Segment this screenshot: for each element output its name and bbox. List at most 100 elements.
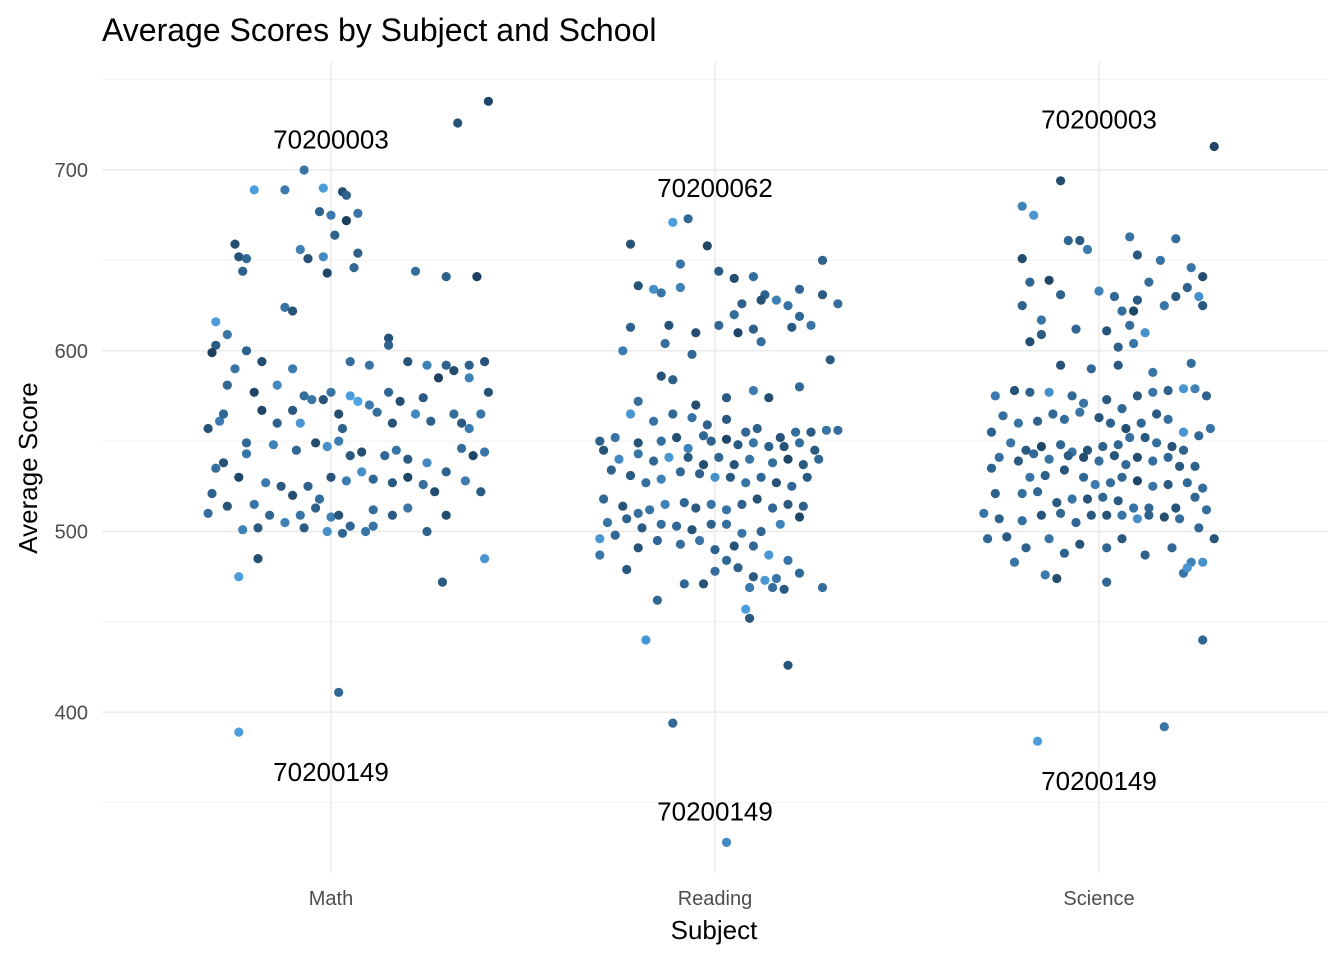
- data-point: [1025, 387, 1035, 397]
- y-axis-title: Average Score: [13, 382, 43, 554]
- data-point: [345, 357, 355, 367]
- data-point: [1006, 438, 1016, 448]
- data-point: [1079, 452, 1089, 462]
- data-point: [1163, 385, 1173, 396]
- data-point: [1036, 510, 1046, 520]
- x-axis-title: Subject: [671, 915, 758, 945]
- data-point: [998, 411, 1008, 421]
- data-point: [752, 494, 762, 504]
- data-point: [721, 519, 732, 529]
- data-point: [1182, 563, 1192, 573]
- data-point: [656, 519, 666, 529]
- data-point: [745, 613, 755, 623]
- data-point: [422, 360, 432, 370]
- data-point: [410, 409, 421, 419]
- data-point: [1079, 398, 1089, 408]
- data-point: [322, 526, 332, 537]
- data-point: [768, 458, 778, 468]
- data-point: [691, 328, 701, 338]
- data-point: [656, 474, 666, 484]
- data-point: [1013, 456, 1024, 466]
- y-tick-label: 700: [55, 160, 88, 182]
- data-point: [291, 445, 301, 455]
- data-point: [721, 505, 732, 515]
- data-point: [1113, 440, 1123, 450]
- data-point: [483, 387, 493, 397]
- data-points: [203, 96, 1219, 848]
- data-point: [1056, 508, 1066, 518]
- data-point: [721, 414, 732, 424]
- data-point: [403, 357, 413, 367]
- data-point: [675, 259, 686, 269]
- point-annotation: 70200149: [273, 757, 389, 787]
- data-point: [710, 566, 720, 576]
- data-point: [403, 454, 413, 464]
- data-point: [322, 441, 332, 452]
- data-point: [641, 635, 651, 645]
- data-point: [441, 510, 451, 520]
- data-point: [783, 454, 793, 464]
- data-point: [1036, 329, 1046, 340]
- data-point: [783, 660, 793, 670]
- data-point: [295, 418, 305, 428]
- data-point: [234, 252, 244, 262]
- data-point: [1013, 418, 1024, 428]
- data-point: [238, 266, 248, 276]
- data-point: [384, 387, 394, 397]
- data-point: [714, 452, 724, 462]
- data-point: [472, 272, 482, 282]
- data-point: [1105, 418, 1116, 428]
- data-point: [1033, 416, 1043, 426]
- data-point: [460, 476, 470, 486]
- data-point: [280, 302, 290, 312]
- data-point: [1163, 452, 1173, 462]
- data-point: [771, 478, 782, 488]
- data-point: [721, 837, 732, 848]
- data-point: [622, 564, 632, 575]
- data-point: [745, 454, 755, 464]
- data-point: [994, 452, 1004, 462]
- data-point: [1152, 438, 1162, 448]
- data-point: [679, 579, 689, 589]
- data-point: [702, 420, 712, 430]
- data-point: [1113, 360, 1123, 370]
- data-point: [380, 451, 390, 461]
- data-point: [768, 503, 778, 513]
- data-point: [633, 543, 643, 553]
- data-point: [288, 490, 298, 500]
- data-point: [1025, 277, 1035, 287]
- data-point: [733, 328, 743, 338]
- data-point: [649, 416, 659, 426]
- data-point: [1171, 503, 1181, 513]
- data-point: [672, 521, 682, 531]
- data-point: [771, 295, 782, 305]
- data-point: [1132, 250, 1142, 260]
- data-point: [1182, 478, 1192, 488]
- data-point: [652, 595, 663, 605]
- data-point: [614, 454, 624, 464]
- data-point: [1148, 481, 1158, 491]
- data-point: [307, 395, 317, 405]
- data-point: [1198, 301, 1208, 311]
- data-point: [794, 568, 805, 578]
- data-point: [1021, 445, 1031, 455]
- data-point: [295, 510, 305, 520]
- data-point: [1190, 492, 1200, 502]
- data-point: [241, 346, 252, 356]
- data-point: [441, 360, 451, 370]
- data-point: [1009, 385, 1020, 396]
- data-point: [483, 96, 493, 106]
- data-point: [798, 501, 808, 511]
- data-point: [714, 320, 724, 330]
- point-annotation: 70200149: [1041, 766, 1157, 796]
- data-point: [741, 604, 751, 614]
- data-point: [595, 436, 605, 446]
- data-point: [241, 254, 252, 264]
- point-annotation: 70200003: [273, 124, 389, 154]
- data-point: [1132, 476, 1142, 486]
- data-point: [1056, 440, 1066, 450]
- data-point: [817, 290, 828, 300]
- data-point: [222, 380, 232, 390]
- data-point: [1017, 488, 1027, 499]
- data-point: [691, 400, 701, 410]
